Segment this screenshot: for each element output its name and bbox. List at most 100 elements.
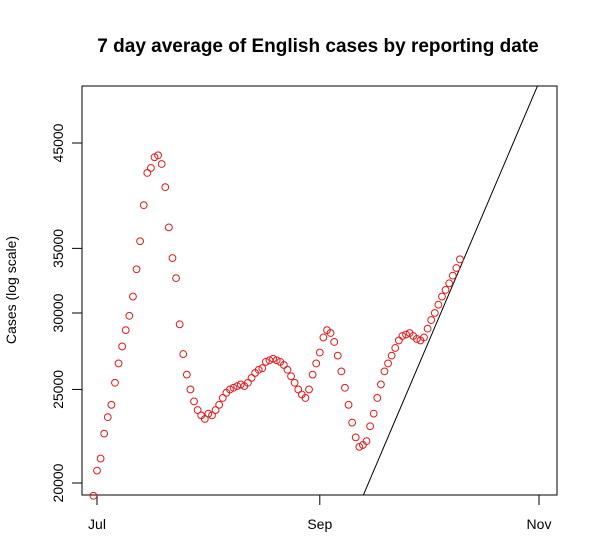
data-point — [269, 354, 277, 363]
data-point — [315, 348, 324, 357]
data-point — [412, 335, 421, 343]
y-axis: 20000 25000 30000 35000 45000 — [50, 123, 83, 502]
data-point — [398, 332, 407, 340]
data-point — [376, 380, 385, 389]
data-point — [200, 415, 209, 423]
data-point — [448, 271, 457, 280]
data-point — [351, 433, 360, 442]
data-point — [114, 359, 123, 368]
data-point — [164, 223, 173, 232]
data-point — [452, 264, 461, 272]
data-point — [326, 329, 335, 337]
data-point — [430, 309, 439, 317]
data-point — [179, 350, 188, 358]
data-point — [337, 367, 346, 376]
data-point — [211, 406, 220, 414]
data-point — [93, 466, 101, 475]
data-point — [301, 394, 310, 402]
data-point — [312, 359, 321, 368]
data-point — [157, 160, 166, 168]
data-point — [348, 418, 357, 427]
data-point — [182, 370, 191, 379]
data-point — [244, 378, 252, 387]
data-point — [380, 367, 389, 376]
y-tick-label: 35000 — [50, 229, 66, 268]
data-point — [229, 383, 238, 392]
data-point — [420, 333, 428, 342]
data-point — [369, 409, 378, 418]
x-tick-label: Jul — [88, 516, 106, 532]
data-point — [434, 300, 443, 309]
data-point — [384, 359, 392, 368]
y-tick-label: 20000 — [50, 463, 66, 502]
data-point — [423, 324, 432, 333]
data-point — [362, 437, 371, 446]
data-point — [456, 255, 464, 264]
data-point — [215, 400, 224, 409]
data-point — [441, 285, 450, 294]
data-point — [107, 400, 116, 409]
trend-layer — [362, 86, 539, 495]
data-point — [226, 385, 234, 394]
data-point — [132, 265, 141, 274]
data-point — [290, 378, 299, 387]
data-point — [438, 292, 446, 301]
data-point — [341, 383, 349, 392]
data-point — [261, 357, 270, 366]
data-point — [333, 351, 342, 360]
data-point — [204, 409, 213, 418]
data-point — [294, 385, 303, 394]
data-point — [154, 151, 162, 160]
points-layer — [89, 151, 464, 500]
data-point — [111, 378, 119, 387]
data-point — [394, 336, 403, 345]
data-point — [330, 338, 339, 346]
data-point — [125, 311, 134, 320]
data-point — [96, 454, 105, 463]
data-point — [272, 356, 281, 365]
data-point — [305, 385, 313, 394]
x-axis: Jul Sep Nov — [88, 494, 551, 532]
data-point — [136, 237, 145, 246]
data-point — [118, 342, 127, 351]
data-point — [100, 429, 109, 438]
data-point — [208, 411, 216, 420]
y-tick-label: 45000 — [50, 123, 66, 162]
data-point — [427, 316, 436, 324]
data-point — [129, 292, 137, 301]
data-point — [236, 380, 245, 389]
y-axis-label: Cases (log scale) — [3, 236, 19, 344]
data-point — [89, 491, 98, 500]
data-point — [287, 372, 295, 381]
data-point — [172, 274, 180, 283]
data-point — [387, 351, 396, 360]
data-point — [445, 279, 454, 288]
data-point — [258, 364, 267, 373]
data-point — [186, 385, 195, 394]
data-point — [139, 201, 148, 210]
data-point — [190, 397, 198, 406]
data-point — [373, 394, 382, 402]
data-point — [254, 365, 263, 374]
plot-area — [89, 86, 539, 500]
data-point — [143, 169, 152, 177]
data-point — [168, 254, 177, 262]
data-point — [193, 406, 202, 414]
data-point — [344, 400, 353, 409]
trend-line — [362, 86, 539, 495]
data-point — [121, 326, 130, 335]
data-point — [161, 183, 170, 192]
data-point — [247, 373, 256, 382]
chart-title: 7 day average of English cases by report… — [97, 36, 538, 57]
data-point — [218, 394, 227, 402]
data-point — [402, 330, 410, 339]
data-point — [391, 344, 400, 352]
data-point — [319, 333, 328, 342]
data-point — [283, 365, 292, 374]
y-tick-label: 25000 — [50, 370, 66, 409]
x-tick-label: Sep — [307, 516, 332, 532]
data-point — [147, 164, 155, 172]
data-point — [308, 370, 317, 379]
plot-frame — [81, 85, 558, 496]
